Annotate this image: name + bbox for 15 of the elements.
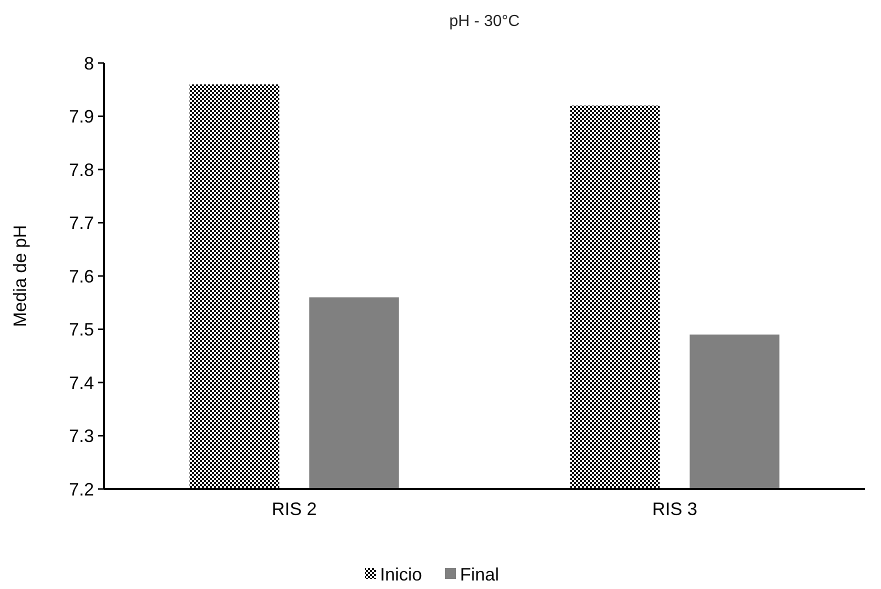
y-tick-label: 7.4 xyxy=(68,372,94,393)
y-tick-label: 7.5 xyxy=(68,320,94,340)
y-tick-label: 7.7 xyxy=(68,213,94,234)
x-tick-label: RIS 2 xyxy=(272,499,317,519)
y-tick-label: 7.3 xyxy=(68,426,94,446)
y-tick-label: 7.6 xyxy=(68,266,94,286)
y-tick-label: 8 xyxy=(84,53,94,74)
chart-title: pH - 30°C xyxy=(449,13,520,30)
legend-label: Final xyxy=(460,564,500,584)
y-axis-title: Media de pH xyxy=(10,224,30,328)
y-tick-label: 7.9 xyxy=(68,106,94,127)
y-tick-label: 7.8 xyxy=(68,160,94,180)
legend-label: Inicio xyxy=(380,564,422,584)
x-tick-label: RIS 3 xyxy=(652,499,698,519)
y-tick-label: 7.2 xyxy=(68,479,94,500)
